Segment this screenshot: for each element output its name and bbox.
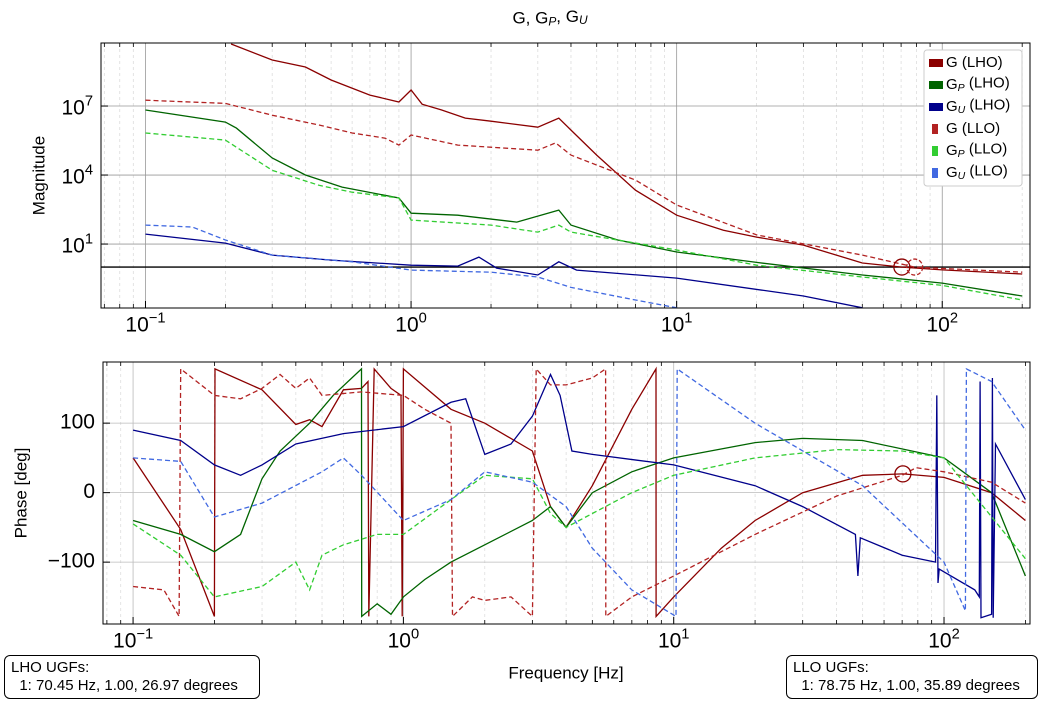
x-tick-label: 100​	[388, 627, 420, 653]
ugf-line: LLO UGFs:	[793, 659, 869, 676]
legend-label: G (LHO)	[946, 54, 1003, 71]
series-line	[230, 43, 1023, 275]
legend-swatch	[932, 168, 938, 178]
ugf-line: 1: 78.75 Hz, 1.00, 35.89 degrees	[793, 677, 1020, 694]
x-axis-label: Frequency [Hz]	[508, 663, 623, 682]
legend-swatch	[929, 81, 943, 89]
x-tick-label: 100​	[395, 311, 427, 337]
legend-swatch	[932, 124, 938, 134]
series-line	[132, 372, 1026, 619]
ugf-line: LHO UGFs:	[11, 659, 90, 676]
y-tick-label: 0	[83, 480, 95, 503]
series-line	[133, 367, 1026, 619]
series-line	[133, 367, 1026, 618]
legend-swatch	[932, 146, 938, 156]
plot-lines	[132, 366, 1027, 619]
legend-swatch	[929, 103, 943, 111]
series-line	[145, 99, 1023, 273]
plot-frame	[102, 361, 1031, 625]
legend-label: GU​ (LLO)	[946, 163, 1008, 182]
ugf-box: LLO UGFs: 1: 78.75 Hz, 1.00, 35.89 degre…	[786, 655, 1038, 699]
ugf-box: LHO UGFs: 1: 70.45 Hz, 1.00, 26.97 degre…	[4, 655, 260, 699]
x-tick-label: 102​	[926, 311, 958, 337]
y-tick-label: 107​	[61, 94, 93, 120]
ugf-line: 1: 70.45 Hz, 1.00, 26.97 degrees	[11, 677, 238, 694]
y-axis-label: Magnitude	[29, 136, 48, 215]
ugf-marker	[893, 258, 911, 276]
y-tick-label: 101​	[61, 232, 93, 258]
x-tick-label: 101​	[661, 311, 693, 337]
x-tick-label: 10−1​	[125, 311, 165, 337]
x-tick-label: 101​	[658, 627, 690, 653]
ugf-marker	[894, 465, 912, 483]
series-line	[132, 448, 1026, 598]
legend-label: GP​ (LLO)	[946, 141, 1007, 160]
plot-area	[101, 43, 1030, 308]
legend-label: GP​ (LHO)	[946, 75, 1010, 94]
plot-frame	[100, 42, 1031, 309]
y-tick-label: 104​	[61, 163, 93, 189]
y-axis-label: Phase [deg]	[11, 448, 30, 539]
x-tick-label: 10−1​	[113, 627, 153, 653]
figure-title: G, GP​, GU​	[512, 7, 588, 29]
ugf-marker	[906, 258, 924, 276]
series-line	[132, 367, 1027, 618]
legend-label: GU​ (LHO)	[946, 97, 1010, 116]
y-tick-label: 100	[60, 411, 95, 434]
series-line	[132, 366, 1026, 619]
plot-lines	[101, 43, 1030, 308]
legend-label: G (LLO)	[946, 120, 1000, 137]
series-line	[145, 132, 1023, 301]
legend-box	[923, 49, 1023, 187]
y-tick-label: −100	[48, 550, 95, 573]
x-tick-label: 102​	[928, 627, 960, 653]
series-line	[145, 233, 863, 308]
series-line	[145, 109, 1023, 297]
legend-swatch	[929, 59, 943, 67]
